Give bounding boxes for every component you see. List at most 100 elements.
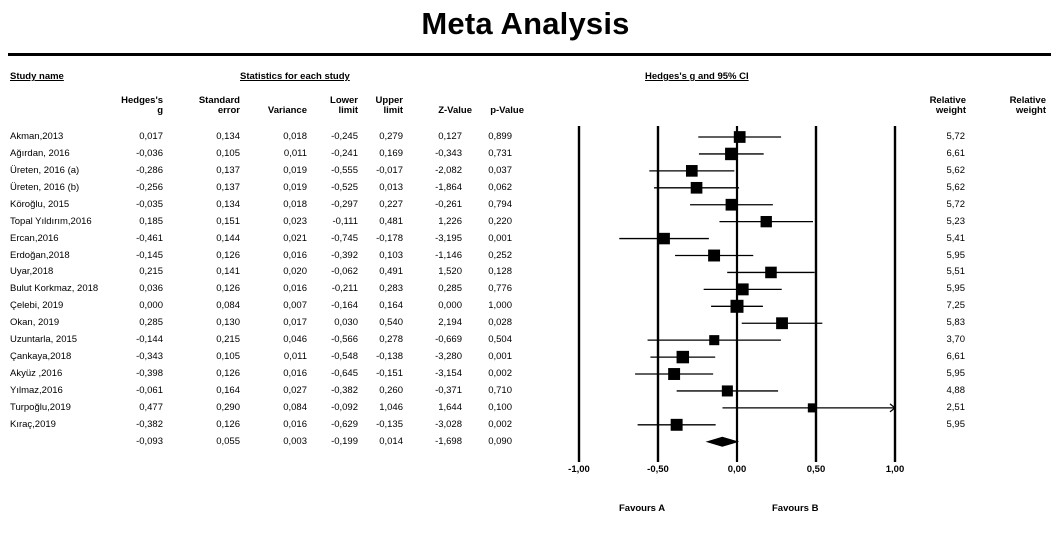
- cell-hedges-g: 0,017: [139, 131, 163, 142]
- cell-z-value: 1,226: [438, 215, 462, 227]
- header-hedges-g-line1: Hedges's: [121, 95, 163, 106]
- cell-upper: 0,278: [379, 334, 403, 346]
- cell-variance: 0,019: [283, 164, 307, 176]
- cell-std-err: 0,215: [216, 334, 240, 346]
- cell-variance: 0,027: [283, 384, 307, 396]
- cell-lower: -0,566: [331, 334, 358, 346]
- cell-z-value: -3,195: [435, 232, 462, 244]
- cell-hedges-g: 0,000: [139, 300, 163, 312]
- summary-cell-lower: -0,199: [331, 435, 358, 447]
- study-name: Topal Yıldırım,2016: [10, 215, 92, 227]
- favours-b-label: Favours B: [772, 503, 819, 514]
- study-name: Turpoğlu,2019: [10, 401, 71, 413]
- cell-p-value: 1,000: [488, 300, 512, 312]
- cell-p-value: 0,100: [488, 401, 512, 413]
- cell-variance: 0,016: [283, 418, 307, 430]
- cell-relative-weight: 5,23: [946, 215, 966, 227]
- ci-arrow: [889, 403, 896, 413]
- cell-z-value: -0,371: [435, 384, 462, 396]
- cell-variance: 0,023: [283, 215, 307, 227]
- cell-lower: -0,645: [331, 368, 358, 380]
- cell-z-value: -2,082: [435, 164, 462, 176]
- cell-hedges-g: 0,477: [139, 401, 163, 413]
- cell-upper: 0,169: [379, 147, 403, 159]
- cell-lower: -0,297: [331, 198, 358, 210]
- cell-p-value: 0,504: [488, 334, 512, 346]
- cell-std-err: 0,084: [216, 300, 240, 312]
- header-study-name: Study name: [10, 71, 64, 82]
- cell-z-value: -1,146: [435, 249, 462, 261]
- study-name: Akman,2013: [10, 131, 64, 142]
- cell-lower: -0,092: [331, 401, 358, 413]
- effect-square: [730, 299, 744, 313]
- cell-hedges-g: -0,145: [136, 249, 163, 261]
- cell-z-value: -3,028: [435, 418, 462, 430]
- study-name: Uzuntarla, 2015: [10, 334, 78, 346]
- cell-hedges-g: -0,286: [136, 164, 163, 176]
- cell-hedges-g: 0,215: [139, 266, 163, 278]
- cell-variance: 0,018: [283, 198, 307, 210]
- study-name: Bulut Korkmaz, 2018: [10, 283, 99, 295]
- cell-z-value: -0,343: [435, 147, 462, 159]
- cell-z-value: 0,000: [438, 300, 462, 312]
- cell-lower: -0,062: [331, 266, 358, 278]
- study-name: Çelebi, 2019: [10, 300, 64, 312]
- study-name: Çankaya,2018: [10, 351, 72, 363]
- cell-z-value: -0,261: [435, 198, 462, 210]
- effect-square: [725, 198, 738, 211]
- summary-cell-std-err: 0,055: [216, 435, 240, 447]
- header-relative-weight-2-line1: Relative: [1009, 95, 1046, 106]
- effect-square: [676, 350, 690, 364]
- cell-z-value: -0,669: [435, 334, 462, 346]
- cell-lower: -0,745: [331, 232, 358, 244]
- cell-lower: -0,111: [332, 215, 358, 227]
- cell-relative-weight: 5,51: [946, 266, 966, 278]
- summary-cell-p-value: 0,090: [488, 435, 512, 447]
- header-upper-line2: limit: [383, 105, 403, 116]
- cell-relative-weight: 5,95: [946, 368, 966, 380]
- effect-square: [709, 335, 720, 346]
- cell-z-value: 2,194: [438, 317, 462, 329]
- cell-relative-weight: 6,61: [946, 351, 966, 363]
- cell-lower: -0,211: [331, 283, 358, 295]
- cell-std-err: 0,164: [216, 384, 240, 396]
- cell-upper: 0,283: [379, 283, 403, 295]
- cell-lower: -0,525: [331, 181, 358, 193]
- effect-square: [733, 131, 746, 143]
- effect-square: [685, 165, 698, 177]
- summary-cell-z-value: -1,698: [435, 435, 462, 447]
- cell-z-value: 1,520: [438, 266, 462, 278]
- cell-upper: 0,540: [379, 317, 403, 329]
- header-variance: Variance: [267, 105, 307, 116]
- cell-p-value: 0,710: [488, 384, 512, 396]
- cell-std-err: 0,105: [216, 351, 240, 363]
- cell-std-err: 0,126: [216, 368, 240, 380]
- header-relative-weight-2: Relative weight: [990, 96, 1046, 116]
- cell-relative-weight: 5,72: [946, 131, 966, 142]
- header-std-err: Standard error: [188, 96, 240, 116]
- cell-upper: -0,135: [376, 418, 403, 430]
- effect-square: [760, 215, 772, 228]
- cell-variance: 0,017: [283, 317, 307, 329]
- cell-p-value: 0,899: [488, 131, 512, 142]
- study-name: Akyüz ,2016: [10, 368, 63, 380]
- header-std-err-line2: error: [217, 105, 240, 116]
- cell-lower: -0,555: [331, 164, 358, 176]
- x-tick-label: -0,50: [647, 464, 669, 475]
- study-name: Okan, 2019: [10, 317, 60, 329]
- cell-p-value: 0,028: [488, 317, 512, 329]
- cell-hedges-g: -0,343: [136, 351, 163, 363]
- cell-p-value: 0,002: [488, 368, 512, 380]
- cell-hedges-g: -0,398: [136, 368, 163, 380]
- cell-lower: -0,164: [331, 300, 358, 312]
- effect-square: [670, 418, 683, 431]
- cell-std-err: 0,130: [216, 317, 240, 329]
- study-name: Yılmaz,2016: [10, 384, 63, 396]
- study-name: Erdoğan,2018: [10, 249, 70, 261]
- cell-relative-weight: 6,61: [946, 147, 966, 159]
- cell-std-err: 0,141: [216, 266, 240, 278]
- effect-square: [776, 317, 788, 330]
- cell-upper: 0,260: [379, 384, 403, 396]
- header-upper: Upper limit: [363, 96, 403, 116]
- cell-relative-weight: 5,62: [946, 164, 966, 176]
